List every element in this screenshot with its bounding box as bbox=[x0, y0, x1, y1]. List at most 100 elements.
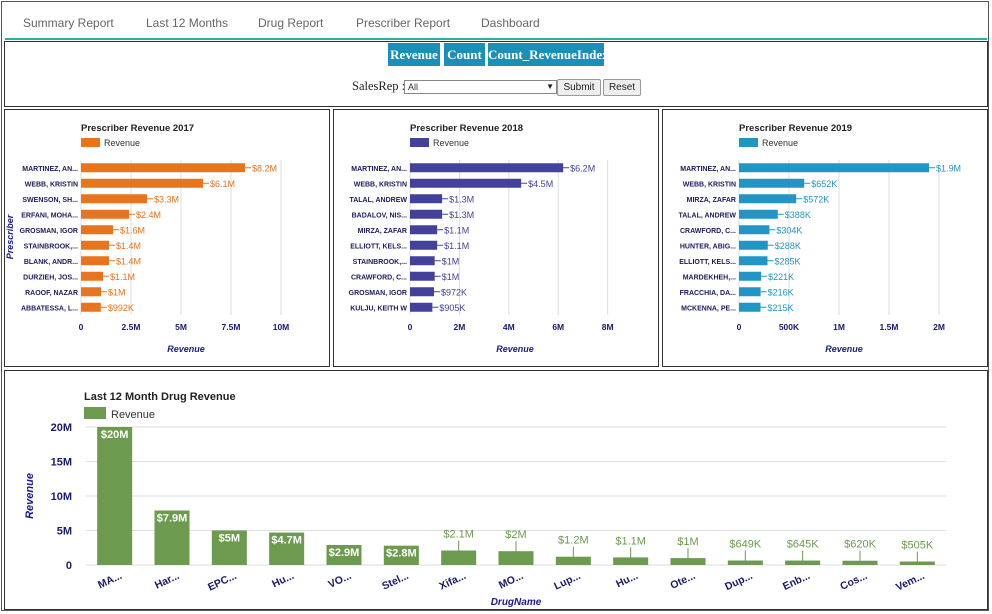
x-tick-label: Har... bbox=[153, 570, 181, 592]
x-tick-label: MA... bbox=[96, 570, 124, 592]
bar bbox=[739, 178, 805, 188]
drug-revenue-chart: Last 12 Month Drug Revenue Revenue 0 5M 10M 1… bbox=[24, 391, 946, 608]
value-label: $20M bbox=[101, 429, 129, 441]
y-tick-label: 5M bbox=[57, 526, 72, 538]
x-tick-label: Lup... bbox=[552, 570, 583, 593]
x-tick-label: 6M bbox=[552, 322, 564, 332]
category-label: ELLIOTT, KELS... bbox=[350, 243, 407, 250]
value-label: $1.3M bbox=[449, 194, 474, 204]
value-label: $972K bbox=[441, 287, 467, 297]
y-tick-label: 10M bbox=[51, 491, 72, 503]
value-label: $1M bbox=[677, 536, 698, 548]
bar bbox=[899, 561, 935, 565]
chart-panel-2018 bbox=[333, 109, 659, 367]
nav-last-12-months[interactable]: Last 12 Months bbox=[146, 16, 229, 30]
nav-prescriber-report[interactable]: Prescriber Report bbox=[356, 16, 451, 30]
bar bbox=[739, 225, 770, 235]
bar bbox=[81, 240, 109, 250]
value-label: $2.1M bbox=[443, 529, 474, 541]
category-label: MARTINEZ, AN... bbox=[680, 166, 736, 173]
reset-button[interactable]: Reset bbox=[603, 79, 641, 96]
bar bbox=[739, 240, 768, 250]
bar bbox=[81, 302, 101, 312]
value-label: $5M bbox=[219, 533, 240, 545]
bar bbox=[842, 560, 878, 565]
bar bbox=[410, 287, 435, 297]
value-label: $6.2M bbox=[570, 163, 595, 173]
category-label: RAOOF, NAZAR bbox=[25, 290, 78, 297]
category-label: TALAL, ANDREW bbox=[349, 197, 407, 204]
category-label: DURZIEH, JOS... bbox=[23, 274, 78, 281]
value-label: $1.9M bbox=[936, 163, 961, 173]
legend-swatch bbox=[81, 138, 100, 147]
tab-count[interactable]: Count bbox=[444, 43, 485, 66]
value-label: $4.7M bbox=[271, 535, 302, 547]
y-tick-label: 20M bbox=[51, 422, 72, 434]
x-tick-label: Stel... bbox=[380, 570, 411, 593]
legend-label: Revenue bbox=[111, 409, 155, 421]
x-tick-label: 7.5M bbox=[222, 322, 241, 332]
salesrep-select-value: All bbox=[408, 82, 419, 92]
category-label: KULJU, KEITH W bbox=[350, 305, 407, 312]
category-label: TALAL, ANDREW bbox=[678, 212, 736, 219]
bar bbox=[670, 558, 706, 565]
bar bbox=[383, 545, 419, 565]
category-label: ERFANI, MOHA... bbox=[21, 212, 78, 219]
x-tick-label: Ote... bbox=[668, 570, 697, 592]
value-label: $215K bbox=[768, 303, 794, 313]
bar bbox=[739, 271, 762, 281]
tab-count-revenue-index[interactable]: Count_RevenueIndex bbox=[488, 43, 609, 66]
x-tick-label: 0 bbox=[79, 322, 84, 332]
bar bbox=[154, 510, 190, 565]
bar bbox=[410, 178, 522, 188]
bar bbox=[410, 271, 435, 281]
category-label: MARTINEZ, AN... bbox=[22, 166, 78, 173]
bar bbox=[410, 194, 443, 204]
x-tick-label: Cos... bbox=[838, 570, 869, 593]
x-tick-label: Dup... bbox=[723, 570, 755, 593]
value-label: $620K bbox=[844, 539, 876, 551]
bar bbox=[410, 256, 435, 266]
nav-summary-report[interactable]: Summary Report bbox=[23, 16, 114, 30]
value-label: $1.1M bbox=[615, 535, 646, 547]
value-label: $2.4M bbox=[136, 210, 161, 220]
chart-panel-2017 bbox=[4, 109, 330, 367]
value-label: $3.3M bbox=[154, 194, 179, 204]
bar bbox=[81, 163, 245, 173]
bar bbox=[81, 209, 129, 219]
bar bbox=[410, 209, 443, 219]
bar bbox=[739, 194, 797, 204]
y-axis-label: Revenue bbox=[24, 473, 36, 519]
legend-swatch bbox=[410, 138, 429, 147]
x-tick-label: 0 bbox=[408, 322, 413, 332]
value-label: $288K bbox=[775, 241, 801, 251]
salesrep-select[interactable]: All ▼ bbox=[404, 80, 557, 94]
value-label: $1.2M bbox=[558, 535, 589, 547]
submit-button[interactable]: Submit bbox=[557, 79, 601, 96]
bar bbox=[81, 194, 147, 204]
y-tick-label: 15M bbox=[51, 457, 72, 469]
category-label: MARDEKHEH,... bbox=[683, 274, 736, 281]
bar bbox=[739, 287, 761, 297]
nav-dashboard[interactable]: Dashboard bbox=[481, 16, 540, 30]
value-label: $304K bbox=[776, 225, 802, 235]
x-tick-label: 10M bbox=[273, 322, 290, 332]
chart-title: Prescriber Revenue 2018 bbox=[410, 123, 523, 134]
category-label: WEBB, KRISTIN bbox=[25, 181, 78, 188]
x-tick-label: 0 bbox=[737, 322, 742, 332]
value-label: $1M bbox=[108, 287, 126, 297]
value-label: $645K bbox=[787, 539, 819, 551]
value-label: $1.1M bbox=[110, 272, 135, 282]
value-label: $6.1M bbox=[210, 179, 235, 189]
legend-label: Revenue bbox=[762, 138, 798, 148]
bar bbox=[441, 550, 477, 565]
value-label: $505K bbox=[901, 540, 933, 552]
category-label: GROSMAN, IGOR bbox=[20, 228, 78, 235]
nav-drug-report[interactable]: Drug Report bbox=[258, 16, 324, 30]
tab-revenue[interactable]: Revenue bbox=[388, 43, 440, 66]
x-tick-label: 2M bbox=[933, 322, 945, 332]
x-tick-label: 5M bbox=[175, 322, 187, 332]
value-label: $2M bbox=[505, 529, 526, 541]
nav-divider bbox=[5, 38, 987, 40]
x-tick-label: VO... bbox=[327, 570, 354, 591]
